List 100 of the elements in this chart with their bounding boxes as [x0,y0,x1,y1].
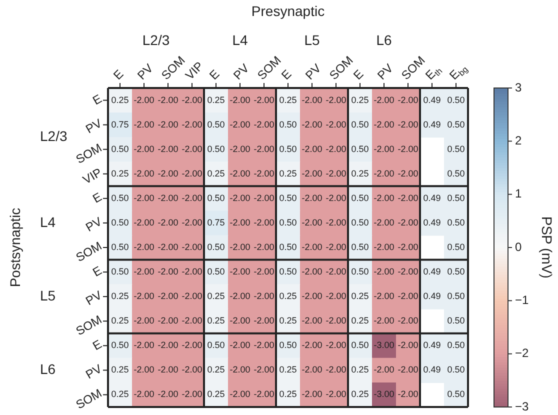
data-label: -2.00 [326,119,346,130]
data-label: 0.25 [207,168,225,178]
color-bar-label: 3 [515,80,522,94]
data-label: -2.00 [254,119,274,130]
data-label: -2.00 [182,316,202,326]
data-label: -2.00 [326,266,346,277]
data-label: 0.50 [447,316,465,326]
data-label: -2.00 [398,291,418,302]
data-label: -2.00 [254,168,274,178]
data-label: 0.25 [207,364,225,375]
y-tick-label: SOM [73,312,104,338]
data-label: 0.25 [279,389,297,400]
y-tick-label: VIP [80,165,104,188]
data-label: -2.00 [158,389,178,400]
data-label: 0.49 [423,364,441,375]
data-label: 0.50 [207,192,225,203]
data-label: -2.00 [134,266,154,277]
data-label: -2.00 [374,217,394,228]
data-label: -2.00 [230,119,250,130]
data-label: 0.50 [111,192,129,203]
data-label: 0.50 [447,364,465,375]
data-label: -2.00 [398,144,418,154]
data-label: 0.50 [351,119,369,130]
data-label: -2.00 [182,389,202,400]
data-label: -2.00 [230,364,250,375]
data-label: 0.49 [423,340,441,350]
data-label: -2.00 [230,94,250,105]
data-label: -2.00 [302,119,322,130]
y-tick-label: E [90,263,104,280]
data-label: 0.50 [447,217,465,228]
data-label: -2.00 [254,266,274,277]
y-tick-label: SOM [73,238,104,265]
data-label: -2.00 [134,389,154,400]
data-label: -2.00 [158,119,178,130]
data-label: -2.00 [182,94,202,105]
y-tick-label: E [90,190,104,206]
data-label: 0.50 [207,119,225,130]
data-label: 0.25 [207,316,225,326]
data-label: -2.00 [326,192,346,203]
data-label: 0.50 [207,242,225,252]
data-label: -2.00 [374,192,394,203]
data-label: -2.00 [398,217,418,228]
color-bar-label: −1 [515,292,530,307]
data-label: 0.50 [279,340,297,350]
data-label: -2.00 [398,94,418,105]
data-label: -2.00 [374,144,394,154]
text: L6 [376,32,392,48]
data-label: -2.00 [302,291,322,302]
color-bar-label: −2 [515,346,530,360]
data-label: -2.00 [230,144,250,154]
x-tick-label: E [110,66,126,82]
data-label: 0.50 [207,144,225,154]
x-tick-label: PV [134,61,156,82]
data-label: -2.00 [158,242,178,252]
data-label: -2.00 [230,389,250,400]
data-label: 0.50 [447,266,465,277]
data-label: 0.25 [279,364,297,375]
y-tick-label: PV [83,288,104,308]
data-label: -3.00 [374,389,394,400]
y-tick-label: E [90,336,104,354]
y-tick-label: PV [83,362,104,382]
data-label: -2.00 [374,168,394,178]
data-label: -2.00 [158,316,178,326]
data-label: 0.50 [207,266,225,277]
x-tick-label: E [350,66,366,82]
data-label: 0.50 [279,266,297,277]
data-label: 0.50 [447,389,465,400]
data-label: -2.00 [302,192,322,203]
data-label: -2.00 [158,340,178,350]
data-label: -2.00 [134,340,154,350]
data-label: -2.00 [230,168,250,178]
data-label: 0.25 [279,291,297,302]
data-label: -2.00 [134,217,154,228]
data-label: -2.00 [254,364,274,375]
data-label: -2.00 [326,144,346,154]
data-label: 0.50 [447,144,465,154]
data-label: -2.00 [158,217,178,228]
data-label: -2.00 [158,168,178,178]
data-label: -2.00 [182,119,202,130]
data-label: -2.00 [254,144,274,154]
data-label: -2.00 [398,242,418,252]
data-label: -2.00 [254,242,274,252]
data-label: -3.00 [374,340,394,350]
data-label: 0.25 [207,94,225,105]
data-label: -2.00 [326,316,346,326]
data-label: 0.49 [423,217,441,228]
data-label: 0.49 [423,94,441,105]
data-label: 0.49 [423,192,441,203]
x-tick-label: Ebg [446,64,470,82]
data-label: -2.00 [302,217,322,228]
data-label: -2.00 [374,266,394,277]
data-label: 0.50 [351,340,369,350]
data-label: -2.00 [326,389,346,400]
data-label: 0.25 [351,364,369,375]
data-label: -2.00 [254,192,274,203]
data-label: -2.00 [374,242,394,252]
y-tick-label: E [90,92,104,108]
data-label: -2.00 [254,340,274,350]
data-label: 0.25 [351,389,369,400]
data-label: -2.00 [182,242,202,252]
